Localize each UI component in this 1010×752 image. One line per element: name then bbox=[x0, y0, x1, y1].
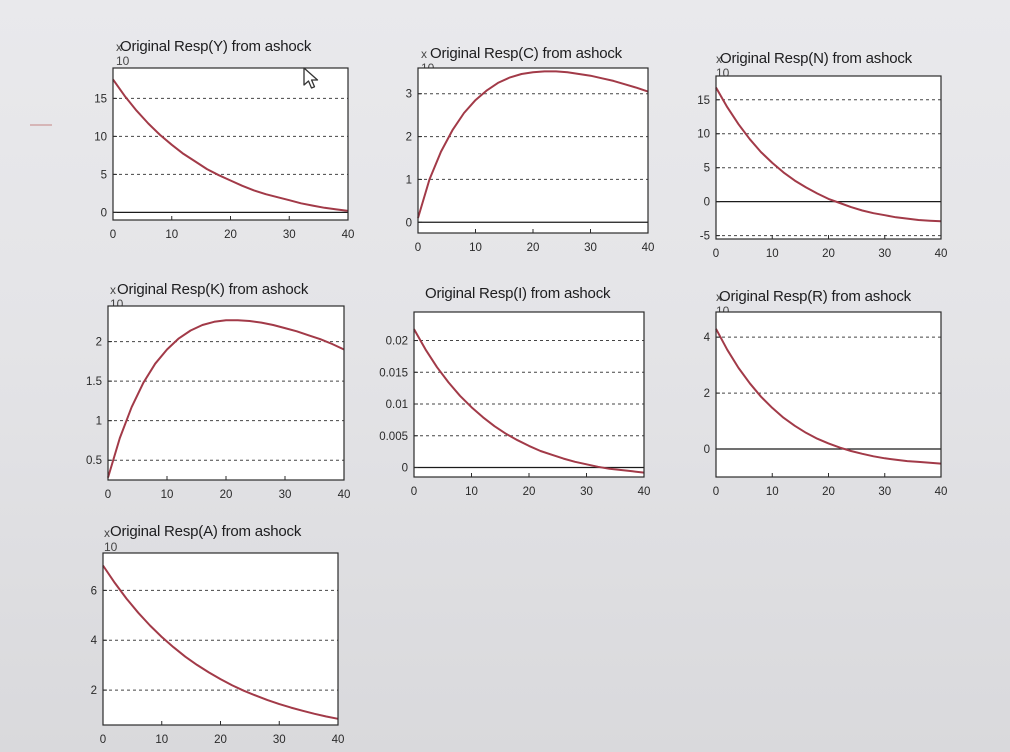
background-smudge bbox=[30, 124, 52, 126]
x-tick-label: 40 bbox=[935, 248, 948, 260]
y-tick-label: 0 bbox=[704, 444, 710, 456]
mouse-pointer-icon bbox=[303, 67, 319, 89]
x-tick-label: 40 bbox=[642, 242, 655, 254]
y-tick-label: 10 bbox=[697, 129, 710, 141]
y-tick-label: 2 bbox=[91, 685, 97, 697]
chart-title: Original Resp(N) from ashock bbox=[720, 50, 912, 67]
x-tick-label: 40 bbox=[338, 489, 351, 501]
x-tick-label: 20 bbox=[220, 489, 233, 501]
x-tick-label: 20 bbox=[214, 734, 227, 746]
x-tick-label: 30 bbox=[878, 248, 891, 260]
y-tick-label: 5 bbox=[704, 163, 710, 175]
axis-scale-factor: x 10 bbox=[104, 526, 118, 554]
x-tick-label: 30 bbox=[279, 489, 292, 501]
y-tick-label: 2 bbox=[96, 337, 102, 349]
y-tick-label: 0.02 bbox=[386, 336, 408, 348]
plot-area bbox=[414, 312, 644, 477]
x-tick-label: 30 bbox=[878, 486, 891, 498]
y-tick-label: 0.015 bbox=[379, 367, 408, 379]
axis-scale-factor: x 10 bbox=[116, 40, 130, 68]
x-tick-label: 30 bbox=[580, 486, 593, 498]
chart-title: Original Resp(C) from ashock bbox=[430, 45, 622, 62]
y-tick-label: 3 bbox=[406, 89, 412, 101]
x-tick-label: 0 bbox=[100, 734, 106, 746]
y-tick-label: 4 bbox=[91, 635, 98, 647]
x-tick-label: 10 bbox=[469, 242, 482, 254]
plot-area bbox=[113, 68, 348, 220]
chart-title: Original Resp(K) from ashock bbox=[117, 281, 309, 298]
y-tick-label: 6 bbox=[91, 585, 97, 597]
y-tick-label: 2 bbox=[406, 132, 412, 144]
x-tick-label: 30 bbox=[584, 242, 597, 254]
series-line bbox=[107, 319, 345, 478]
y-tick-label: 0.005 bbox=[379, 431, 408, 443]
y-tick-label: 0 bbox=[704, 197, 710, 209]
x-tick-label: 40 bbox=[638, 486, 651, 498]
x-tick-label: 0 bbox=[105, 489, 111, 501]
series-line bbox=[413, 328, 645, 474]
x-tick-label: 10 bbox=[766, 486, 779, 498]
y-tick-label: 0.01 bbox=[386, 399, 408, 411]
y-tick-label: 5 bbox=[101, 169, 107, 181]
plot-area bbox=[418, 68, 648, 233]
series-line bbox=[112, 78, 349, 212]
x-tick-label: 40 bbox=[342, 229, 355, 241]
x-tick-label: 0 bbox=[110, 229, 116, 241]
x-tick-label: 40 bbox=[332, 734, 345, 746]
x-tick-label: 30 bbox=[273, 734, 286, 746]
plot-area bbox=[103, 553, 338, 725]
x-tick-label: 20 bbox=[224, 229, 237, 241]
series-line bbox=[417, 70, 649, 219]
series-line bbox=[102, 564, 339, 720]
y-tick-label: 4 bbox=[704, 332, 711, 344]
chart-title: Original Resp(Y) from ashock bbox=[120, 38, 312, 55]
y-tick-label: 1 bbox=[406, 174, 412, 186]
series-line bbox=[715, 328, 942, 465]
y-tick-label: 0.5 bbox=[86, 455, 102, 467]
y-tick-label: 10 bbox=[94, 131, 107, 143]
plot-area bbox=[716, 76, 941, 239]
y-tick-label: 15 bbox=[94, 93, 107, 105]
series-line bbox=[715, 87, 942, 223]
chart-title: Original Resp(I) from ashock bbox=[425, 285, 611, 302]
chart-title: Original Resp(R) from ashock bbox=[719, 288, 911, 305]
x-tick-label: 10 bbox=[161, 489, 174, 501]
x-tick-label: 0 bbox=[713, 248, 719, 260]
y-tick-label: 2 bbox=[704, 388, 710, 400]
y-tick-label: 0 bbox=[406, 217, 412, 229]
y-tick-label: 0 bbox=[402, 462, 408, 474]
x-tick-label: 10 bbox=[766, 248, 779, 260]
x-tick-label: 10 bbox=[465, 486, 478, 498]
y-tick-label: 0 bbox=[101, 207, 107, 219]
x-tick-label: 0 bbox=[411, 486, 417, 498]
x-tick-label: 10 bbox=[165, 229, 178, 241]
y-tick-label: -5 bbox=[700, 231, 710, 243]
x-tick-label: 20 bbox=[822, 486, 835, 498]
y-tick-label: 1.5 bbox=[86, 376, 102, 388]
x-tick-label: 20 bbox=[527, 242, 540, 254]
x-tick-label: 0 bbox=[415, 242, 421, 254]
y-tick-label: 15 bbox=[697, 95, 710, 107]
x-tick-label: 40 bbox=[935, 486, 948, 498]
x-tick-label: 20 bbox=[822, 248, 835, 260]
x-tick-label: 20 bbox=[523, 486, 536, 498]
x-tick-label: 0 bbox=[713, 486, 719, 498]
chart-title: Original Resp(A) from ashock bbox=[110, 523, 302, 540]
y-tick-label: 1 bbox=[96, 416, 102, 428]
x-tick-label: 30 bbox=[283, 229, 296, 241]
x-tick-label: 10 bbox=[155, 734, 168, 746]
